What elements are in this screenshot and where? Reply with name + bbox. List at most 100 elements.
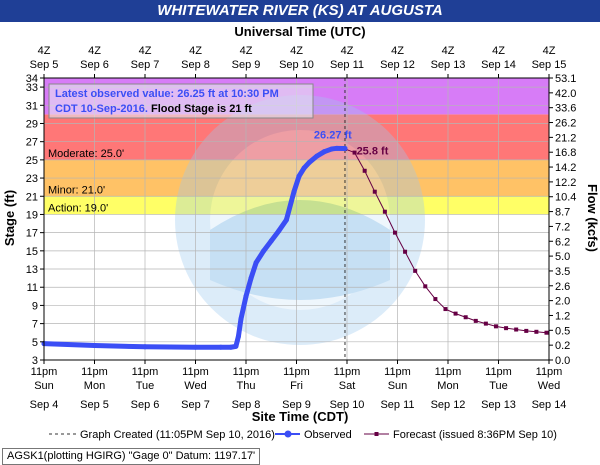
datum-footer: AGSK1(plotting HGIRG) "Gage 0" Datum: 11… xyxy=(2,448,261,465)
site-tick-day: Wed xyxy=(184,380,206,392)
observed-series xyxy=(41,145,348,350)
site-tick-time: 11pm xyxy=(81,366,108,378)
noaa-watermark xyxy=(175,95,425,345)
observed-point xyxy=(233,343,239,349)
observed-point xyxy=(193,344,198,350)
info-box-line1: Latest observed value: 26.25 ft at 10:30… xyxy=(55,88,279,100)
forecast-point xyxy=(372,189,377,194)
site-tick-day: Tue xyxy=(136,380,155,392)
stage-tick-label: 11 xyxy=(27,282,38,294)
site-tick-date: Sep 12 xyxy=(431,399,466,411)
stage-tick-label: 27 xyxy=(26,137,38,149)
legend-observed: Observed xyxy=(304,429,352,441)
forecast-point xyxy=(392,230,397,235)
flow-tick-label: 33.6 xyxy=(555,103,576,115)
observed-point xyxy=(253,260,259,266)
site-tick-date: Sep 4 xyxy=(30,399,59,411)
flow-tick-label: 53.1 xyxy=(555,73,576,85)
forecast-point xyxy=(413,268,418,273)
stage-tick-label: 13 xyxy=(26,264,38,276)
site-tick-date: Sep 10 xyxy=(330,399,365,411)
flood-category-labels: Action: 19.0' Minor: 21.0' Moderate: 25.0' xyxy=(48,148,124,215)
observed-point xyxy=(342,146,348,151)
observed-point xyxy=(142,344,148,350)
forecast-point xyxy=(352,150,357,155)
utc-tick-date: Sep 7 xyxy=(131,59,160,71)
peak-observed-label: 26.27 ft xyxy=(314,129,352,141)
flow-tick-label: 12.2 xyxy=(555,177,576,189)
flow-tick-label: 1.2 xyxy=(555,310,570,322)
site-time-axis: 11pm Sun Sep 4 11pm Mon Sep 5 11pm Tue Sep 6 11pm… xyxy=(30,360,567,411)
observed-point xyxy=(276,228,282,234)
utc-tick-date: Sep 11 xyxy=(330,59,364,71)
site-tick-time: 11pm xyxy=(536,366,563,378)
forecast-point xyxy=(403,249,408,254)
site-tick-date: Sep 14 xyxy=(532,399,567,411)
flow-axis: 0.0 0.2 0.5 1.2 2.0 2.6 3.5 5.0 6.2 7.2 8.7 10.4 12.… xyxy=(549,73,576,367)
observed-point xyxy=(218,344,224,350)
observed-point xyxy=(235,333,241,339)
flow-tick-label: 10.4 xyxy=(555,192,576,204)
stage-tick-label: 17 xyxy=(26,228,38,240)
stage-tick-label: 25 xyxy=(26,155,38,167)
flow-tick-label: 5.0 xyxy=(555,251,570,263)
observed-point xyxy=(228,344,234,350)
forecast-point xyxy=(433,297,438,302)
peak-annotations: 26.27 ft 25.8 ft xyxy=(314,129,389,157)
site-time-axis-title: Site Time (CDT) xyxy=(252,409,349,424)
flow-tick-label: 0.2 xyxy=(555,340,570,352)
forecast-point xyxy=(514,327,519,332)
site-tick-day: Sun xyxy=(388,380,408,392)
forecast-point xyxy=(524,328,529,333)
band-label-moderate: Moderate: 25.0' xyxy=(48,148,124,160)
observed-point xyxy=(296,173,302,179)
stage-tick-label: 3 xyxy=(32,355,38,367)
site-tick-time: 11pm xyxy=(182,366,209,378)
site-tick-date: Sep 9 xyxy=(282,399,311,411)
site-tick-date: Sep 7 xyxy=(181,399,210,411)
stage-tick-label: 29 xyxy=(26,118,38,130)
flow-tick-label: 0.5 xyxy=(555,325,570,337)
peak-forecast-label: 25.8 ft xyxy=(357,146,389,158)
forecast-point xyxy=(493,324,498,329)
forecast-point xyxy=(473,318,478,323)
legend-forecast-marker xyxy=(374,432,379,436)
observed-point xyxy=(248,275,254,281)
utc-tick-date: Sep 13 xyxy=(431,59,466,71)
site-tick-day: Sat xyxy=(339,380,356,392)
flow-tick-label: 7.2 xyxy=(555,221,570,233)
forecast-point xyxy=(483,321,488,326)
utc-tick-date: Sep 15 xyxy=(532,59,567,71)
band-label-action: Action: 19.0' xyxy=(48,202,108,214)
legend-created: Graph Created (11:05PM Sep 10, 2016) xyxy=(80,429,275,441)
utc-tick-hour: 4Z xyxy=(88,45,101,57)
observed-point xyxy=(334,145,340,151)
forecast-point xyxy=(443,307,448,312)
forecast-point xyxy=(382,209,387,214)
utc-tick-hour: 4Z xyxy=(38,45,51,57)
site-tick-time: 11pm xyxy=(31,366,58,378)
flow-tick-label: 16.8 xyxy=(555,147,576,159)
flow-tick-label: 2.0 xyxy=(555,296,570,308)
stage-tick-label: 5 xyxy=(32,337,38,349)
observed-point xyxy=(243,293,249,299)
observed-point xyxy=(261,248,267,254)
flow-tick-label: 8.7 xyxy=(555,207,570,219)
observed-point xyxy=(291,189,297,195)
utc-axis: 4Z Sep 5 4Z Sep 6 4Z Sep 7 4Z Sep 8 4Z Sep 9 4Z Sep… xyxy=(30,45,567,78)
site-tick-date: Sep 6 xyxy=(131,399,160,411)
utc-tick-hour: 4Z xyxy=(341,45,354,57)
forecast-point xyxy=(453,311,458,316)
site-tick-day: Tue xyxy=(489,380,508,392)
utc-tick-hour: 4Z xyxy=(492,45,505,57)
flow-tick-label: 6.2 xyxy=(555,236,570,248)
forecast-point xyxy=(544,330,549,335)
utc-tick-hour: 4Z xyxy=(543,45,556,57)
forecast-point xyxy=(423,284,428,289)
stage-tick-label: 23 xyxy=(26,173,38,185)
forecast-point xyxy=(504,326,509,331)
forecast-series xyxy=(342,146,549,335)
utc-tick-date: Sep 10 xyxy=(279,59,314,71)
observed-point xyxy=(268,238,274,244)
